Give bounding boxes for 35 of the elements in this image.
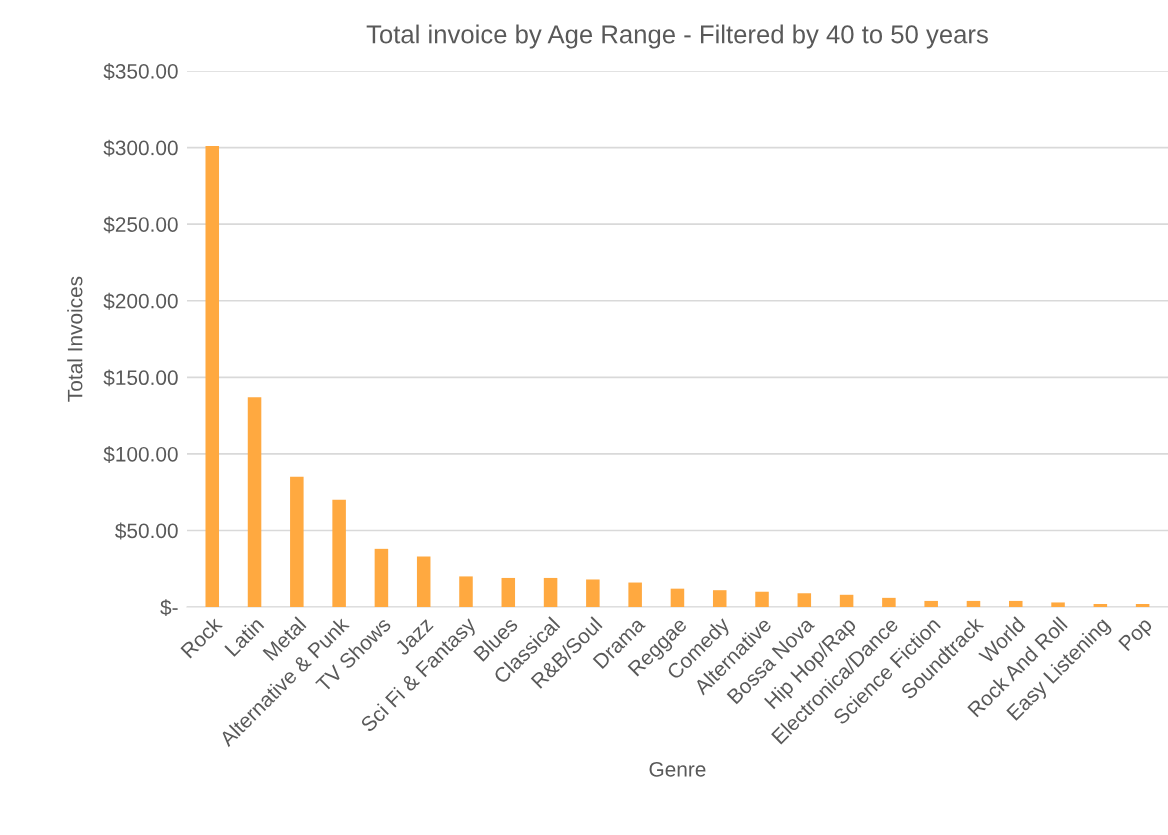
- bar: [459, 576, 473, 608]
- bar: [755, 591, 769, 608]
- y-tick-label: $100.00: [103, 446, 178, 463]
- bar: [712, 590, 727, 608]
- bar: [374, 548, 389, 608]
- bar: [543, 577, 558, 608]
- bar: [416, 556, 431, 608]
- chart-title: Total invoice by Age Range - Filtered by 40 to 50 years: [366, 24, 988, 49]
- bar: [332, 499, 346, 608]
- y-tick-label: $350.00: [103, 63, 178, 80]
- y-tick-label: $150.00: [103, 369, 178, 387]
- y-tick-label: $50.00: [115, 522, 178, 540]
- bar: [1051, 602, 1065, 608]
- y-tick-label: $250.00: [103, 216, 178, 234]
- bar: [1135, 603, 1150, 608]
- bar: [797, 593, 812, 608]
- bar: [586, 579, 600, 608]
- x-tick-label: Pop: [1118, 616, 1156, 655]
- bar: [290, 476, 304, 608]
- bar: [882, 597, 896, 608]
- bar: [924, 600, 938, 608]
- y-tick-label: $-: [160, 599, 178, 617]
- bar: [628, 582, 642, 608]
- bar: [247, 397, 262, 608]
- y-axis-title: Total Invoices: [67, 276, 83, 402]
- bar: [966, 600, 981, 608]
- bar: [205, 146, 220, 608]
- y-tick-label: $200.00: [103, 292, 178, 310]
- bar: [839, 594, 854, 608]
- bar: [1008, 600, 1023, 608]
- y-tick-label: $300.00: [103, 139, 178, 157]
- x-axis-title: Genre: [649, 761, 706, 777]
- bar: [501, 577, 516, 608]
- bar: [670, 588, 685, 608]
- bar: [1093, 603, 1108, 608]
